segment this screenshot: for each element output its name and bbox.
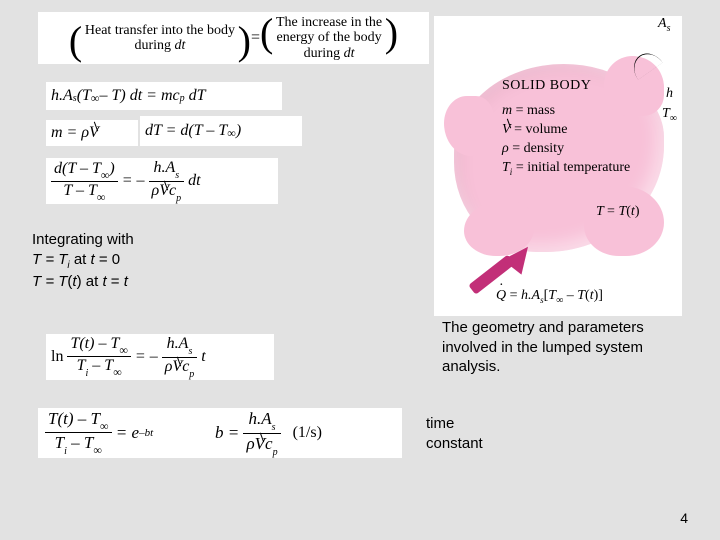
eq-energy-balance-box: ( Heat transfer into the body during dt … xyxy=(38,12,429,64)
blob-bump xyxy=(584,186,664,256)
slide: ( Heat transfer into the body during dt … xyxy=(0,0,720,540)
solid-body-params: m = mass V = volume ρ = density Ti = ini… xyxy=(502,102,630,178)
h-label: h xyxy=(666,86,673,102)
integrating-l3f: = xyxy=(107,273,124,290)
rhs-line3-pre: during xyxy=(304,46,344,61)
Q-equation: Q = h.As[T∞ – T(t)] xyxy=(496,288,603,306)
integrating-l3d: ) at xyxy=(77,273,103,290)
figure-lumped-body: SOLID BODY m = mass V = volume ρ = densi… xyxy=(430,10,705,320)
rhs-line1: The increase in the xyxy=(276,15,382,30)
page-number: 4 xyxy=(680,510,688,526)
As-leader-line xyxy=(626,30,666,60)
lhs-line2: during dt xyxy=(85,38,235,53)
eq-b-def: b = h.As ρVcp (1/s) xyxy=(208,408,402,458)
lhs-line2-dt: dt xyxy=(175,38,186,53)
rhs-paren: ( The increase in the energy of the body… xyxy=(266,15,392,61)
Tinf-label: T∞ xyxy=(662,106,677,124)
figure-box: SOLID BODY m = mass V = volume ρ = densi… xyxy=(434,16,682,316)
T-of-t-label: T = T(t) xyxy=(596,204,639,220)
eq-mass: m = ρV xyxy=(46,120,138,146)
integrating-l2a: T = T xyxy=(32,251,67,268)
integrating-l2b: at xyxy=(70,251,91,268)
eq-ode: d(T – T∞) T – T∞ = – h.As ρVcp dt xyxy=(46,158,278,204)
integrating-l3a: T = T xyxy=(32,273,67,290)
rhs-line2: energy of the body xyxy=(276,30,382,45)
integrating-l3g: t xyxy=(124,273,128,290)
rhs-line3-dt: dt xyxy=(344,46,355,61)
eq-exponential: T(t) – T∞ Ti – T∞ = e–bt xyxy=(38,408,212,458)
integrating-text: Integrating with T = Ti at t = 0 T = T(t… xyxy=(32,230,252,291)
blob-bump xyxy=(444,96,494,156)
rhs-line3: during dt xyxy=(276,46,382,61)
figure-caption: The geometry and parameters involved in … xyxy=(442,318,672,377)
eq-dT: dT = d(T – T∞) xyxy=(140,116,302,146)
eq-balance-differential: h.As(T∞ – T) dt = mcp dT xyxy=(46,82,282,110)
integrating-l2d: = 0 xyxy=(95,251,120,268)
integrating-l1: Integrating with xyxy=(32,231,134,248)
lhs-line1: Heat transfer into the body xyxy=(85,23,235,38)
solid-body-label: SOLID BODY xyxy=(502,78,591,94)
lhs-paren: ( Heat transfer into the body during dt … xyxy=(75,23,245,54)
time-constant-label: timeconstant xyxy=(426,414,516,453)
lhs-line2-pre: during xyxy=(134,38,174,53)
eq-ln: ln T(t) – T∞ Ti – T∞ = – h.As ρVcp t xyxy=(46,334,274,380)
